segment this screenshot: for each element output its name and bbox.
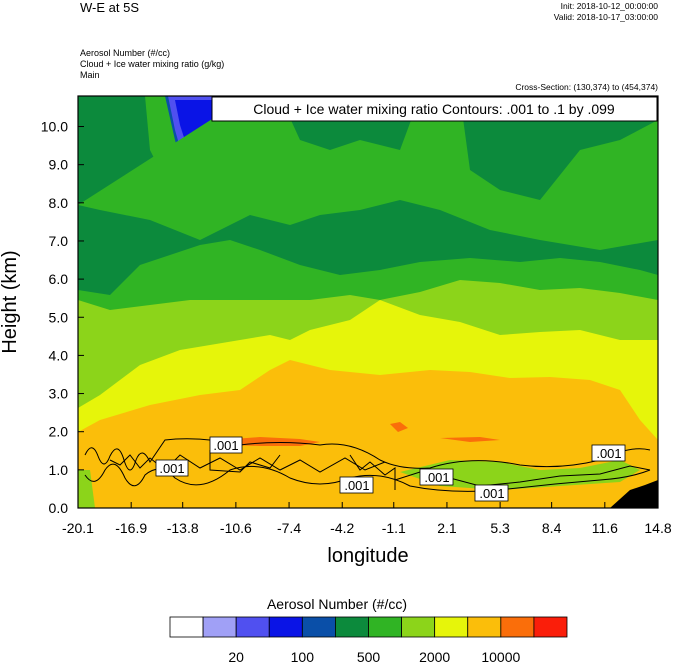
y-tick-label: 9.0 — [49, 157, 69, 173]
y-tick-label: 6.0 — [49, 271, 69, 287]
colorbar-label: 100 — [291, 649, 315, 665]
contour-label-box-6 — [591, 444, 626, 462]
y-tick-label: 3.0 — [49, 386, 69, 402]
y-axis-label: Height (km) — [0, 250, 21, 353]
colorbar-swatch — [202, 616, 237, 638]
terrain — [610, 480, 658, 508]
init-time: Init: 2018-10-12_00:00:00 — [560, 1, 658, 11]
colorbar-swatch — [301, 616, 336, 638]
contour-label: .001 — [213, 438, 238, 453]
contour-label: .001 — [159, 461, 184, 476]
y-tick-label: 5.0 — [49, 309, 69, 325]
colorbar-label: 500 — [357, 649, 381, 665]
y-tick-label: 10.0 — [41, 119, 68, 135]
x-tick-label: 11.6 — [592, 520, 618, 536]
contour-label-box-2 — [209, 436, 243, 454]
colorbar-label: 10000 — [481, 649, 520, 665]
chart-title: W-E at 5S — [80, 0, 140, 15]
x-axis-label: longitude — [327, 545, 408, 567]
cross-section-label: Cross-Section: (130,374) to (454,374) — [515, 82, 658, 92]
band-high-2 — [390, 422, 408, 432]
x-tick-label: 2.1 — [437, 520, 457, 536]
colorbar-swatch — [500, 616, 535, 638]
plot-frame — [77, 95, 659, 509]
band-lowlevel-green — [400, 460, 640, 490]
contour-label-box-5 — [474, 484, 509, 502]
y-tick-label: 7.0 — [49, 233, 69, 249]
valid-time: Valid: 2018-10-17_03:00:00 — [553, 12, 658, 22]
contour-label-box-4 — [419, 468, 454, 486]
x-tick-label: -1.1 — [382, 520, 406, 536]
band-1000-patch — [78, 96, 658, 250]
field-aerosol: Aerosol Number (#/cc) — [80, 48, 171, 58]
colorbar-swatch — [268, 616, 303, 638]
contour-label-boxes — [155, 436, 626, 502]
colorbar-swatch — [467, 616, 502, 638]
contour-label: .001 — [424, 470, 449, 485]
band-high-1 — [220, 437, 320, 446]
x-tick-label: 8.4 — [542, 520, 562, 536]
colorbar-swatch — [533, 616, 568, 638]
y-tick-label: 8.0 — [49, 195, 69, 211]
x-tick-label: 14.8 — [644, 520, 671, 536]
x-tick-label: 5.3 — [490, 520, 510, 536]
y-tick-label: 2.0 — [49, 424, 69, 440]
field-cloud-ice: Cloud + Ice water mixing ratio (g/kg) — [80, 59, 225, 69]
y-tick-label: 0.0 — [49, 500, 69, 516]
x-tick-label: -7.4 — [277, 520, 301, 536]
contour-label: .001 — [344, 478, 369, 493]
colorbar-swatch — [169, 616, 204, 638]
colorbar-swatch — [235, 616, 270, 638]
time-info: Init: 2018-10-12_00:00:00 Valid: 2018-10… — [554, 1, 658, 23]
field-main: Main — [80, 70, 100, 80]
y-tick-label: 4.0 — [49, 347, 69, 363]
y-axis: 0.0 1.0 2.0 3.0 4.0 5.0 6.0 7.0 8.0 9.0 10.0 — [41, 119, 84, 516]
colorbar-swatch — [368, 616, 402, 638]
colorbar-label: 2000 — [419, 649, 450, 665]
colorbar-label: 20 — [228, 649, 244, 665]
colorbar: 20 100 500 2000 10000 — [169, 616, 568, 665]
contour-info-text: Cloud + Ice water mixing ratio Contours:… — [253, 101, 615, 117]
contour-label: .001 — [596, 446, 621, 461]
colorbar-swatch — [335, 616, 369, 638]
colorbar-swatch — [434, 616, 469, 638]
x-tick-label: -10.6 — [220, 520, 252, 536]
band-high-3 — [440, 437, 500, 442]
filled-contours — [78, 96, 658, 508]
band-left-edge — [78, 470, 95, 508]
x-tick-label: -20.1 — [62, 520, 94, 536]
contour-labels: .001 .001 .001 .001 .001 .001 — [159, 438, 621, 501]
contour-label-box-1 — [155, 459, 189, 477]
colorbar-swatch — [401, 616, 436, 638]
x-tick-label: -13.8 — [167, 520, 199, 536]
contour-label: .001 — [479, 486, 504, 501]
y-tick-label: 1.0 — [49, 462, 69, 478]
x-tick-label: -4.2 — [330, 520, 354, 536]
x-tick-label: -16.9 — [115, 520, 147, 536]
field-list: Aerosol Number (#/cc) Cloud + Ice water … — [80, 48, 224, 81]
contour-info-box — [211, 96, 658, 122]
contour-label-box-3 — [339, 476, 374, 494]
colorbar-title: Aerosol Number (#/cc) — [266, 596, 408, 612]
x-axis: -20.1 -16.9 -13.8 -10.6 -7.4 -4.2 -1.1 2.1 5.3 8.… — [62, 502, 672, 536]
